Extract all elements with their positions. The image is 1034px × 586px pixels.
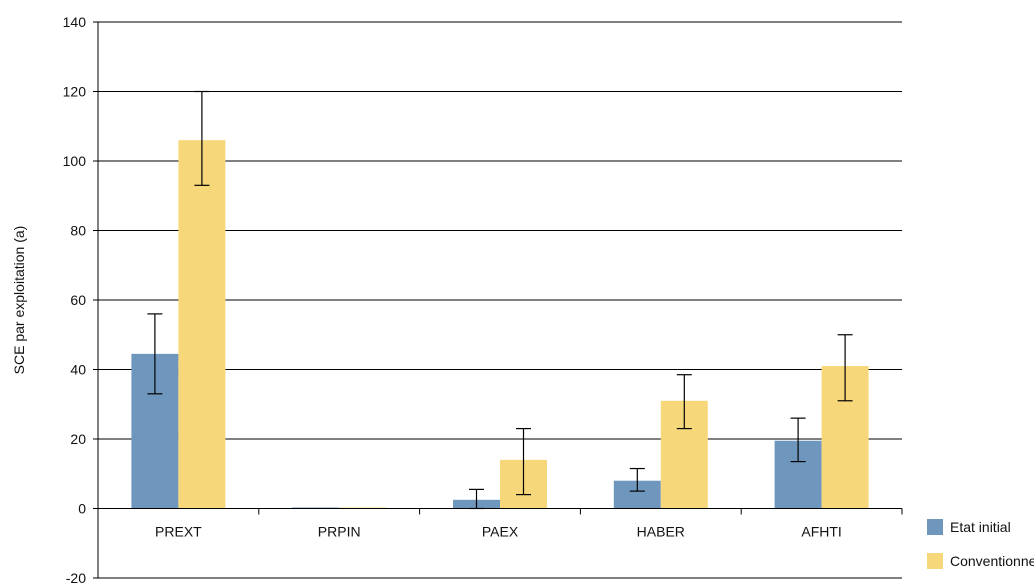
y-tick-label: 20: [70, 431, 86, 447]
bar-conventionnel: [178, 140, 226, 509]
y-tick-label: 100: [63, 153, 87, 169]
legend-item-etat-initial: Etat initial: [927, 518, 1034, 536]
x-tick-label: PRPIN: [318, 524, 361, 540]
y-tick-label: 60: [70, 292, 86, 308]
x-tick-label: PAEX: [482, 524, 519, 540]
axes: [93, 21, 903, 579]
bars: [131, 140, 869, 509]
y-tick-label: 40: [70, 362, 86, 378]
y-tick-label: 80: [70, 223, 86, 239]
y-axis-title: SCE par exploitation (a): [11, 226, 27, 375]
x-tick-labels: PREXT PRPIN PAEX HABER AFHTI: [155, 524, 842, 540]
error-bars: [147, 90, 853, 510]
x-tick-label: AFHTI: [801, 524, 841, 540]
legend-item-conventionnel: Conventionnel: [927, 552, 1034, 570]
y-tick-label: 120: [63, 84, 87, 100]
y-tick-label: 0: [78, 501, 86, 517]
y-tick-label: -20: [66, 570, 86, 586]
legend: Etat initial Conventionnel: [927, 518, 1034, 586]
y-tick-label: 140: [63, 14, 87, 30]
y-tick-labels: -20 0 20 40 60 80 100 120 140: [63, 14, 87, 586]
x-tick-label: HABER: [637, 524, 685, 540]
legend-swatch: [927, 553, 943, 569]
legend-label: Etat initial: [950, 519, 1011, 535]
x-tick-label: PREXT: [155, 524, 202, 540]
legend-swatch: [927, 519, 943, 535]
legend-label: Conventionnel: [950, 553, 1034, 569]
